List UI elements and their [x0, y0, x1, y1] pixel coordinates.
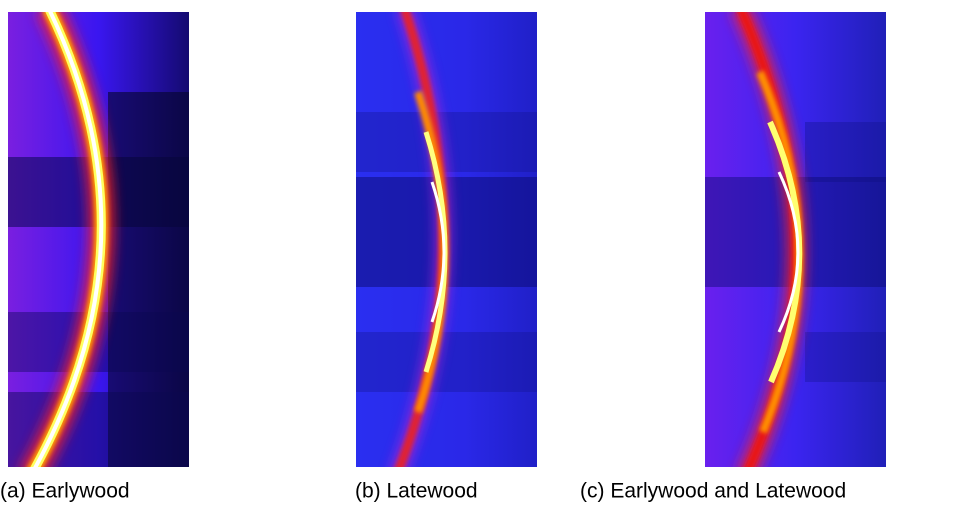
caption: (b) Latewood: [355, 480, 478, 503]
panel-image: [356, 7, 537, 477]
caption: (a) Earlywood: [0, 480, 130, 503]
figure: (a) Earlywood (b) Latewood (c) Earlywood…: [0, 0, 959, 507]
page: {"panels": [ {"caption": "(a) Earlywood"…: [0, 0, 959, 507]
panel-image: [705, 7, 886, 477]
caption: (c) Earlywood and Latewood: [580, 480, 846, 503]
panel-image: [8, 7, 189, 477]
